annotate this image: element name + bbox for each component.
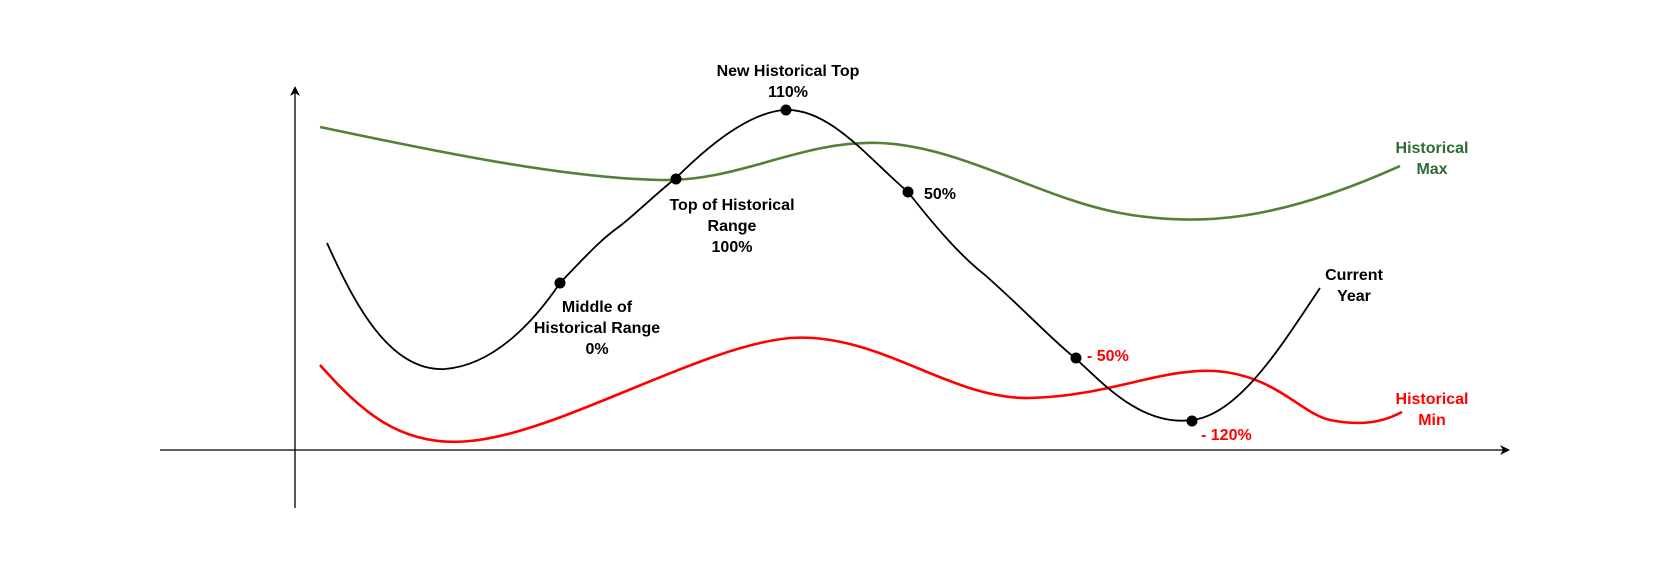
middle-label-line2: Historical Range: [534, 320, 660, 337]
middle-label-line3: 0%: [585, 341, 608, 358]
historical-min-label-line2: Min: [1418, 412, 1446, 429]
historical-min-label-line1: Historical: [1396, 391, 1469, 408]
top-range-label-line1: Top of Historical: [669, 197, 794, 214]
middle-label-line1: Middle of: [562, 299, 633, 316]
top-range-label-line2: Range: [708, 218, 757, 235]
historical-max-label-line2: Max: [1416, 161, 1447, 178]
current-year-label-line1: Current: [1325, 267, 1383, 284]
minus-fifty-label: - 50%: [1087, 348, 1129, 365]
point-minus-fifty-marker: [1070, 352, 1082, 364]
new-top-label-line1: New Historical Top: [717, 63, 860, 80]
top-range-label-line3: 100%: [712, 239, 753, 256]
minus-120-label: - 120%: [1201, 427, 1252, 444]
current-year-line: [326, 109, 1321, 422]
new-top-label-line2: 110%: [768, 84, 808, 101]
point-minus-120-marker: [1186, 415, 1198, 427]
fifty-label: 50%: [924, 186, 956, 203]
current-year-label-line2: Year: [1337, 288, 1371, 305]
historical-max-label-line1: Historical: [1396, 140, 1469, 157]
historical-min-line: [319, 336, 1403, 444]
point-new-top-marker: [780, 104, 792, 116]
historical-max-line: [319, 125, 1401, 221]
point-fifty-marker: [902, 186, 914, 198]
point-top-range-marker: [670, 173, 682, 185]
point-middle-marker: [554, 277, 566, 289]
